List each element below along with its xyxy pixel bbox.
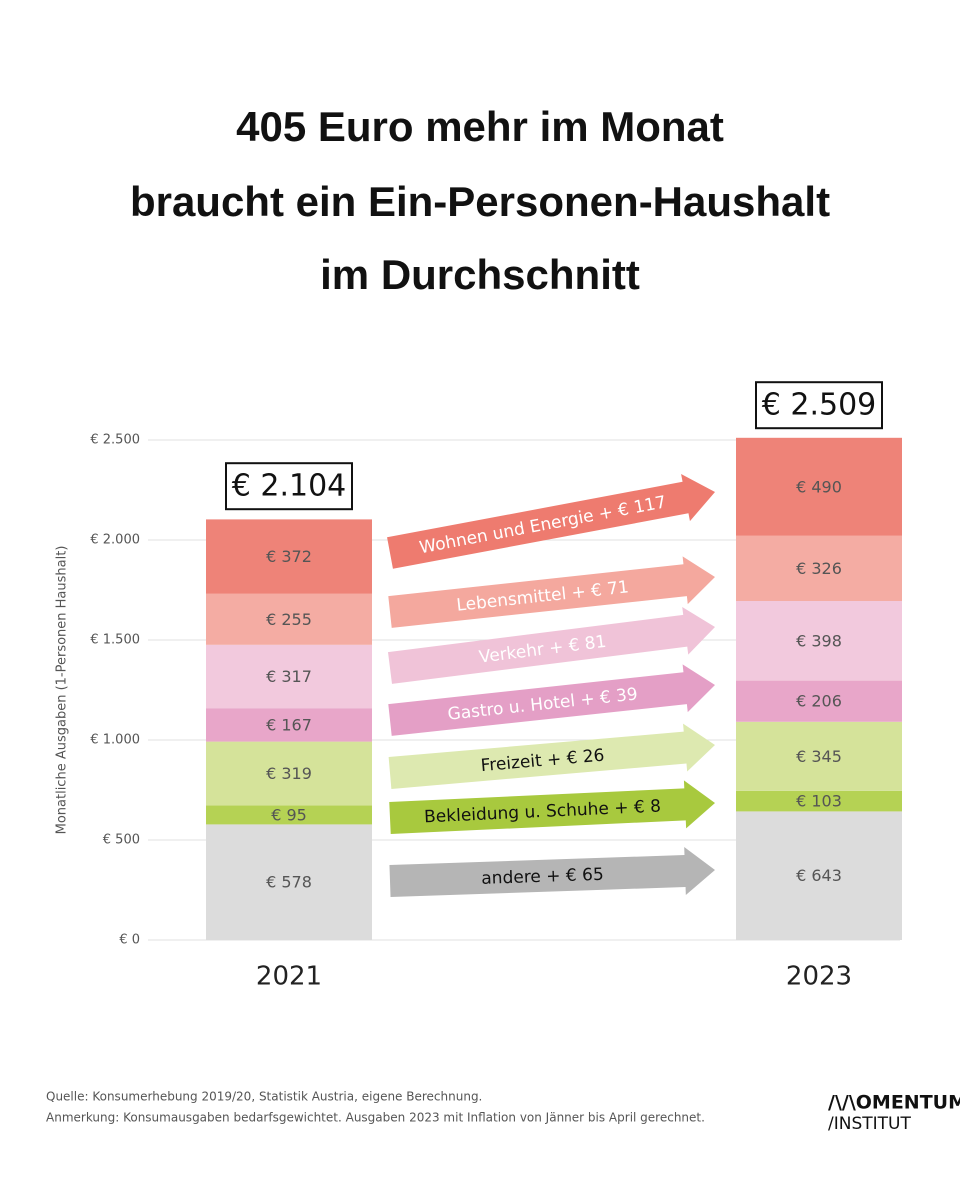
total-box	[225, 462, 353, 511]
data-label: € 490	[796, 477, 842, 496]
arrow-label: andere + € 65	[481, 865, 604, 889]
bar-segment	[736, 721, 902, 791]
y-tick-label: € 0	[119, 933, 140, 948]
arrow-shape	[388, 723, 715, 789]
data-label: € 255	[266, 610, 312, 629]
arrow-shape	[388, 664, 715, 736]
bar-segment	[736, 790, 902, 812]
y-axis-label: Monatliche Ausgaben (1-Personen Haushalt…	[55, 546, 70, 835]
bar-segment	[736, 811, 902, 940]
bar-segment	[736, 437, 902, 536]
bar-segment	[206, 593, 372, 645]
bar-segment	[206, 644, 372, 709]
bar-segment	[206, 805, 372, 825]
chart-title: braucht ein Ein-Personen-Haushalt	[130, 178, 830, 225]
data-label: € 372	[266, 547, 312, 566]
data-label: € 317	[266, 667, 312, 686]
data-label: € 578	[266, 873, 312, 892]
arrow-shape	[388, 556, 715, 628]
data-label: € 167	[266, 715, 312, 734]
data-label: € 206	[796, 692, 842, 711]
total-label: € 2.509	[762, 388, 877, 423]
chart-title: im Durchschnitt	[320, 251, 640, 298]
data-label: € 398	[796, 631, 842, 650]
y-tick-label: € 1.500	[90, 633, 140, 648]
source-note: Quelle: Konsumerhebung 2019/20, Statisti…	[46, 1090, 482, 1104]
bar-segment	[206, 741, 372, 806]
bar-segment	[736, 535, 902, 601]
total-label: € 2.104	[232, 469, 347, 504]
data-label: € 643	[796, 866, 842, 885]
logo: /INSTITUT	[828, 1114, 911, 1134]
arrow-shape	[389, 847, 715, 897]
bar-segment	[206, 708, 372, 742]
y-tick-label: € 1.000	[90, 733, 140, 748]
arrow-shape	[389, 780, 716, 834]
bar-segment	[736, 601, 902, 681]
data-label: € 345	[796, 747, 842, 766]
change-arrow: Bekleidung u. Schuhe + € 8	[389, 780, 716, 834]
logo: /\/\OMENTUM	[828, 1092, 960, 1114]
y-tick-label: € 2.000	[90, 533, 140, 548]
bar-segment	[736, 680, 902, 722]
change-arrow: Wohnen und Energie + € 117	[387, 473, 716, 569]
arrow-shape	[387, 473, 716, 569]
total-box	[755, 381, 883, 430]
y-tick-label: € 2.500	[90, 433, 140, 448]
arrow-shape	[387, 606, 716, 684]
data-label: € 103	[796, 792, 842, 811]
change-arrow: andere + € 65	[389, 847, 715, 897]
source-note: Anmerkung: Konsumausgaben bedarfsgewicht…	[46, 1111, 705, 1125]
data-label: € 95	[271, 805, 307, 824]
x-tick-label: 2023	[786, 962, 852, 992]
change-arrow: Freizeit + € 26	[388, 723, 715, 789]
x-tick-label: 2021	[256, 962, 322, 992]
data-label: € 326	[796, 559, 842, 578]
chart-title: 405 Euro mehr im Monat	[236, 103, 724, 150]
y-tick-label: € 500	[103, 833, 140, 848]
data-label: € 319	[266, 764, 312, 783]
bar-segment	[206, 519, 372, 594]
bar-segment	[206, 824, 372, 940]
